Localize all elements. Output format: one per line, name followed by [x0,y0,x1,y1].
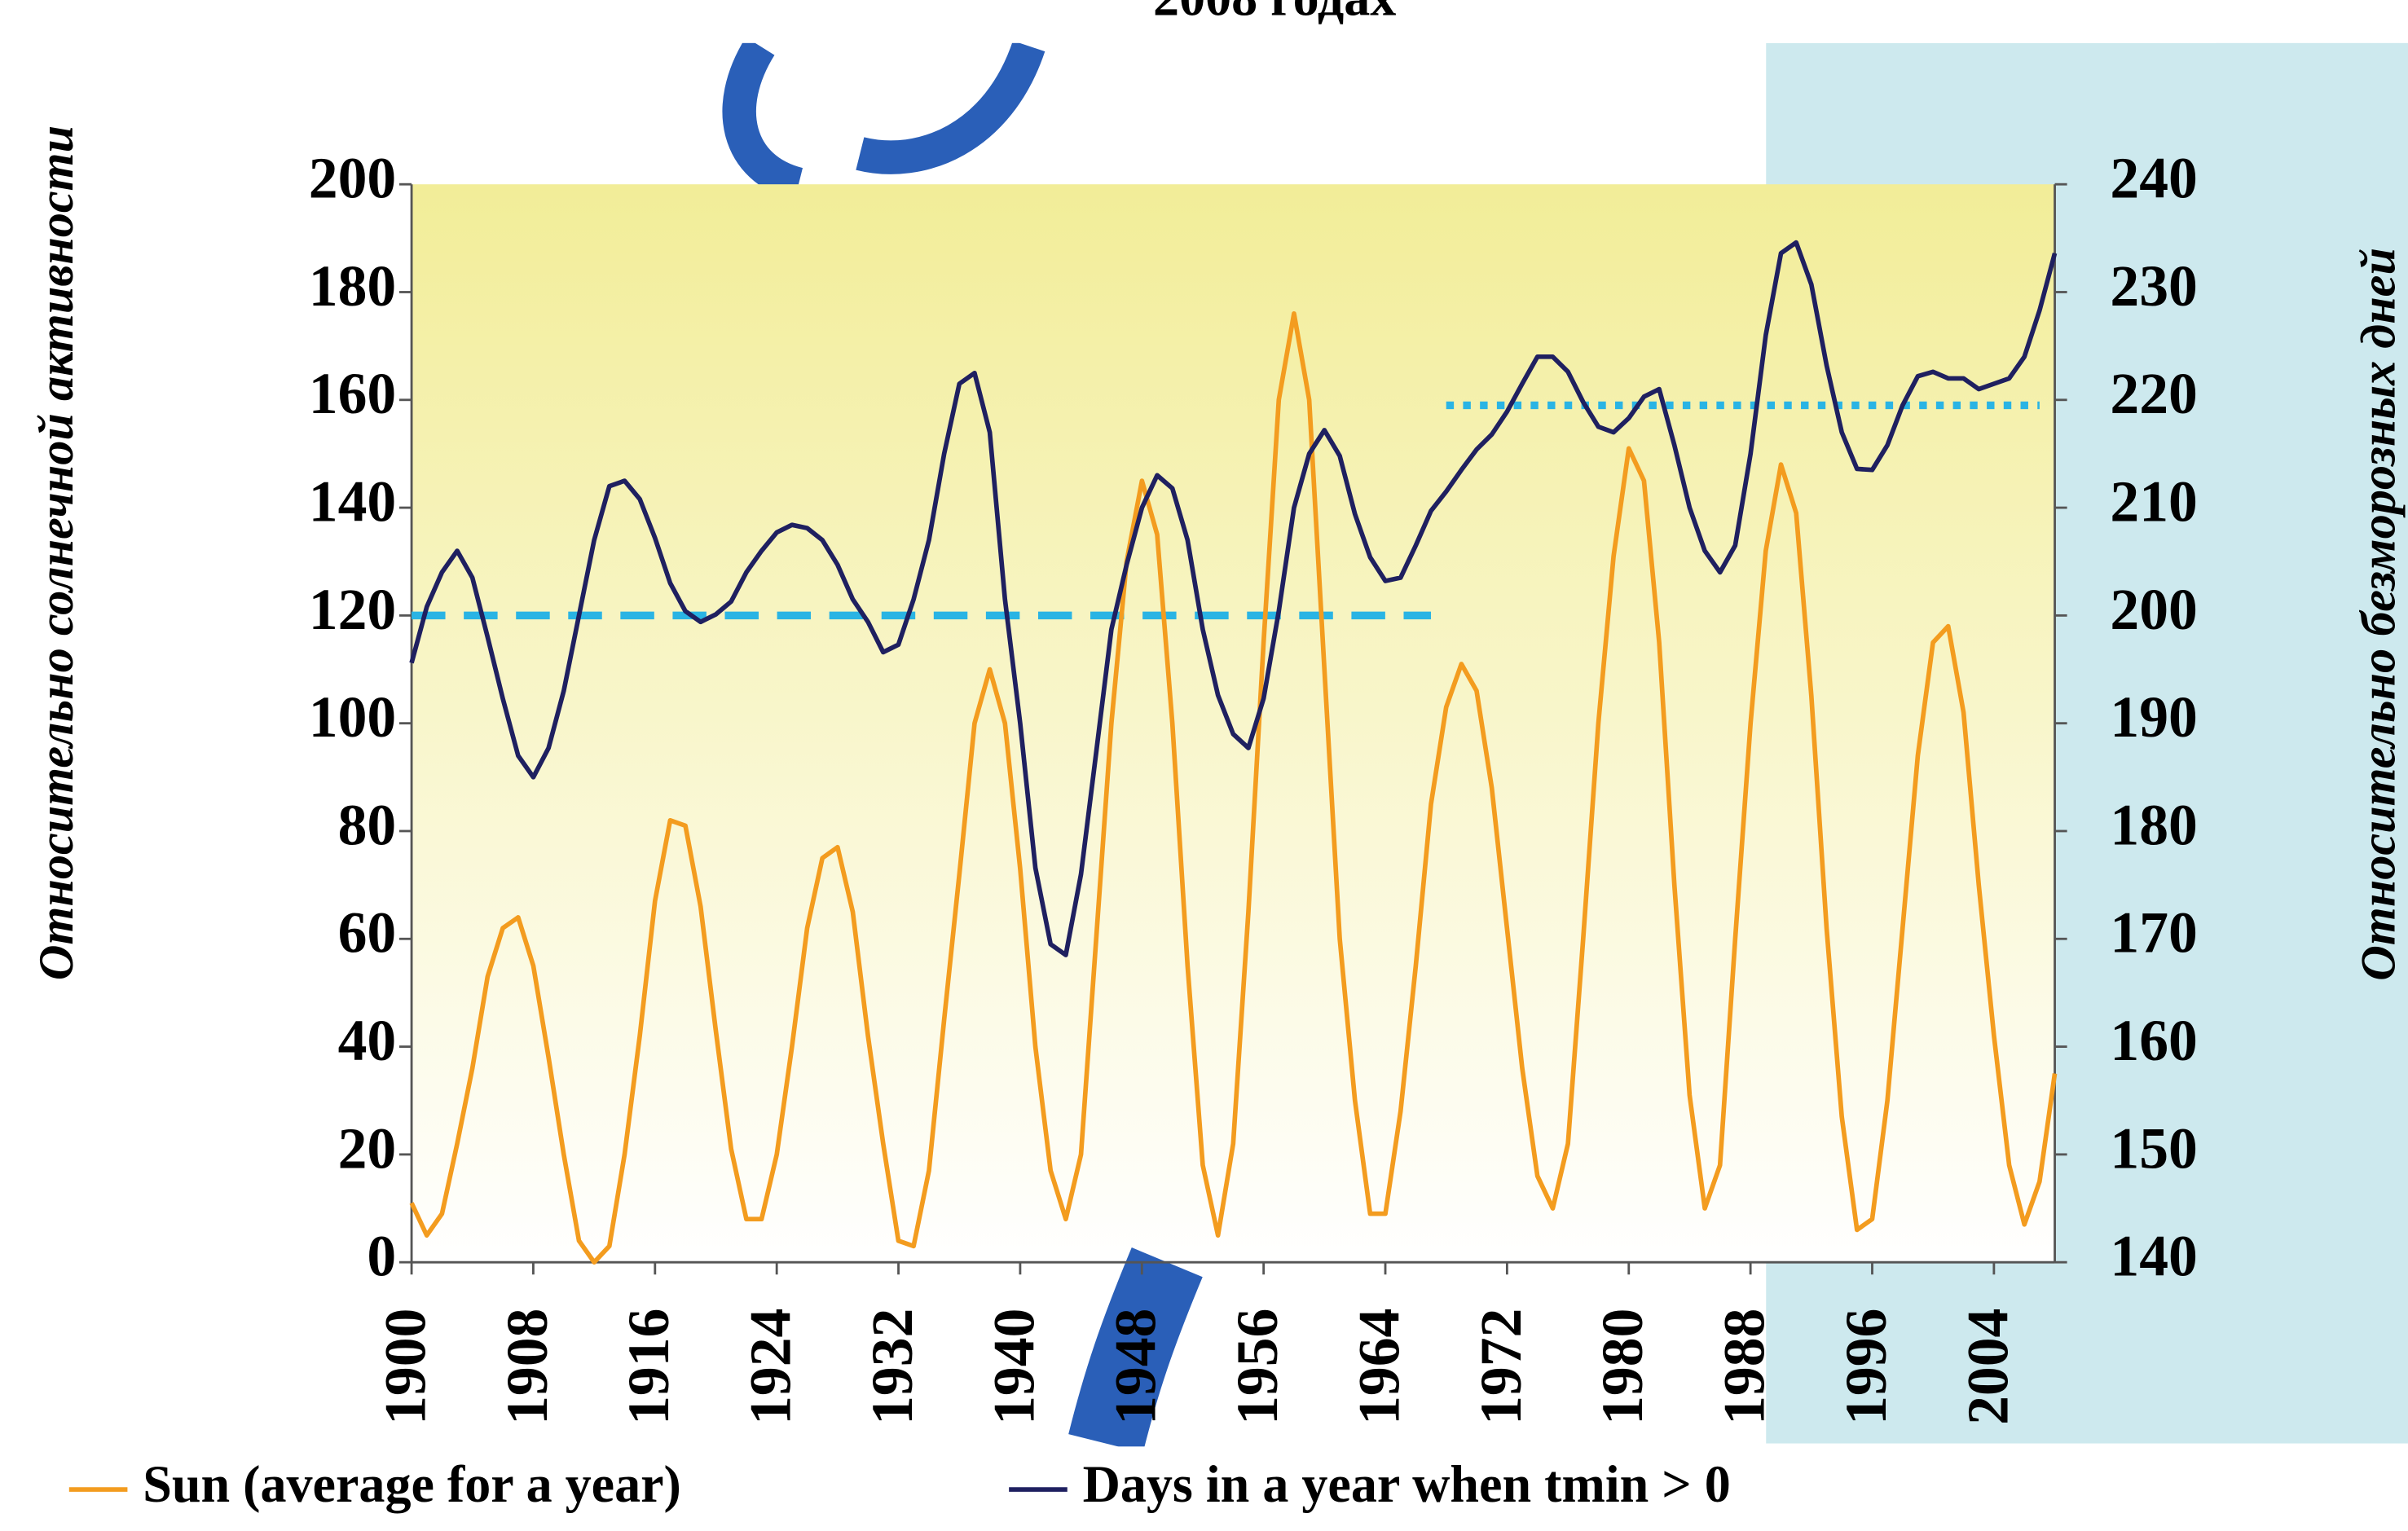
y-tick-label: 120 [309,578,396,642]
decoration [722,37,1046,201]
x-tick-label: 1972 [1469,1309,1534,1425]
y2-tick-label: 230 [2110,254,2197,319]
plot-area [412,184,2055,1263]
chart-title: 2008 годах [1153,0,1396,27]
y2-tick-label: 140 [2110,1225,2197,1289]
y2-tick-label: 220 [2110,362,2197,426]
legend-label: Days in a year when tmin > 0 [1083,1455,1731,1513]
legend-box [0,1446,2012,1531]
y2-tick-label: 160 [2110,1009,2197,1073]
x-tick-label: 2004 [1956,1309,2020,1425]
decoration [1068,1247,1203,1453]
x-tick-label: 1948 [1104,1309,1169,1425]
series-line [409,240,2058,957]
x-tick-label: 1996 [1834,1309,1899,1425]
y2-tick-label: 180 [2110,793,2197,857]
y2-tick-label: 190 [2110,685,2197,750]
x-tick-label: 1908 [495,1309,560,1425]
x-tick-label: 1940 [982,1309,1046,1425]
y-tick-label: 60 [338,901,397,966]
x-tick-label: 1916 [617,1309,681,1425]
y-tick-label: 200 [309,147,396,211]
y2-tick-label: 210 [2110,470,2197,535]
x-tick-label: 1980 [1591,1309,1655,1425]
y-tick-label: 160 [309,362,396,426]
y-tick-label: 80 [338,793,397,857]
y2-tick-label: 170 [2110,901,2197,966]
y2-axis-title: Относительно безморозных дней [2352,248,2406,981]
y2-tick-label: 200 [2110,578,2197,642]
y-tick-label: 0 [367,1225,396,1289]
y2-tick-label: 150 [2110,1116,2197,1181]
y-tick-label: 140 [309,470,396,535]
title-box [0,0,2217,43]
x-tick-label: 1956 [1226,1309,1290,1425]
y-tick-label: 20 [338,1116,397,1181]
y-tick-label: 40 [338,1009,397,1073]
x-tick-label: 1924 [739,1309,803,1425]
x-tick-label: 1964 [1347,1309,1411,1425]
y-tick-label: 180 [309,254,396,319]
x-tick-label: 1932 [861,1309,925,1425]
x-tick-label: 1988 [1713,1309,1777,1425]
legend-label: Sun (average for a year) [143,1455,681,1513]
legend: Sun (average for a year) Days in a year w… [68,1455,1731,1513]
series-line [409,311,2058,1265]
x-tick-label: 1900 [374,1309,438,1425]
y-tick-label: 100 [309,685,396,750]
y2-tick-label: 240 [2110,147,2197,211]
y-axis-title: Относительно солнечной активности [29,125,84,980]
